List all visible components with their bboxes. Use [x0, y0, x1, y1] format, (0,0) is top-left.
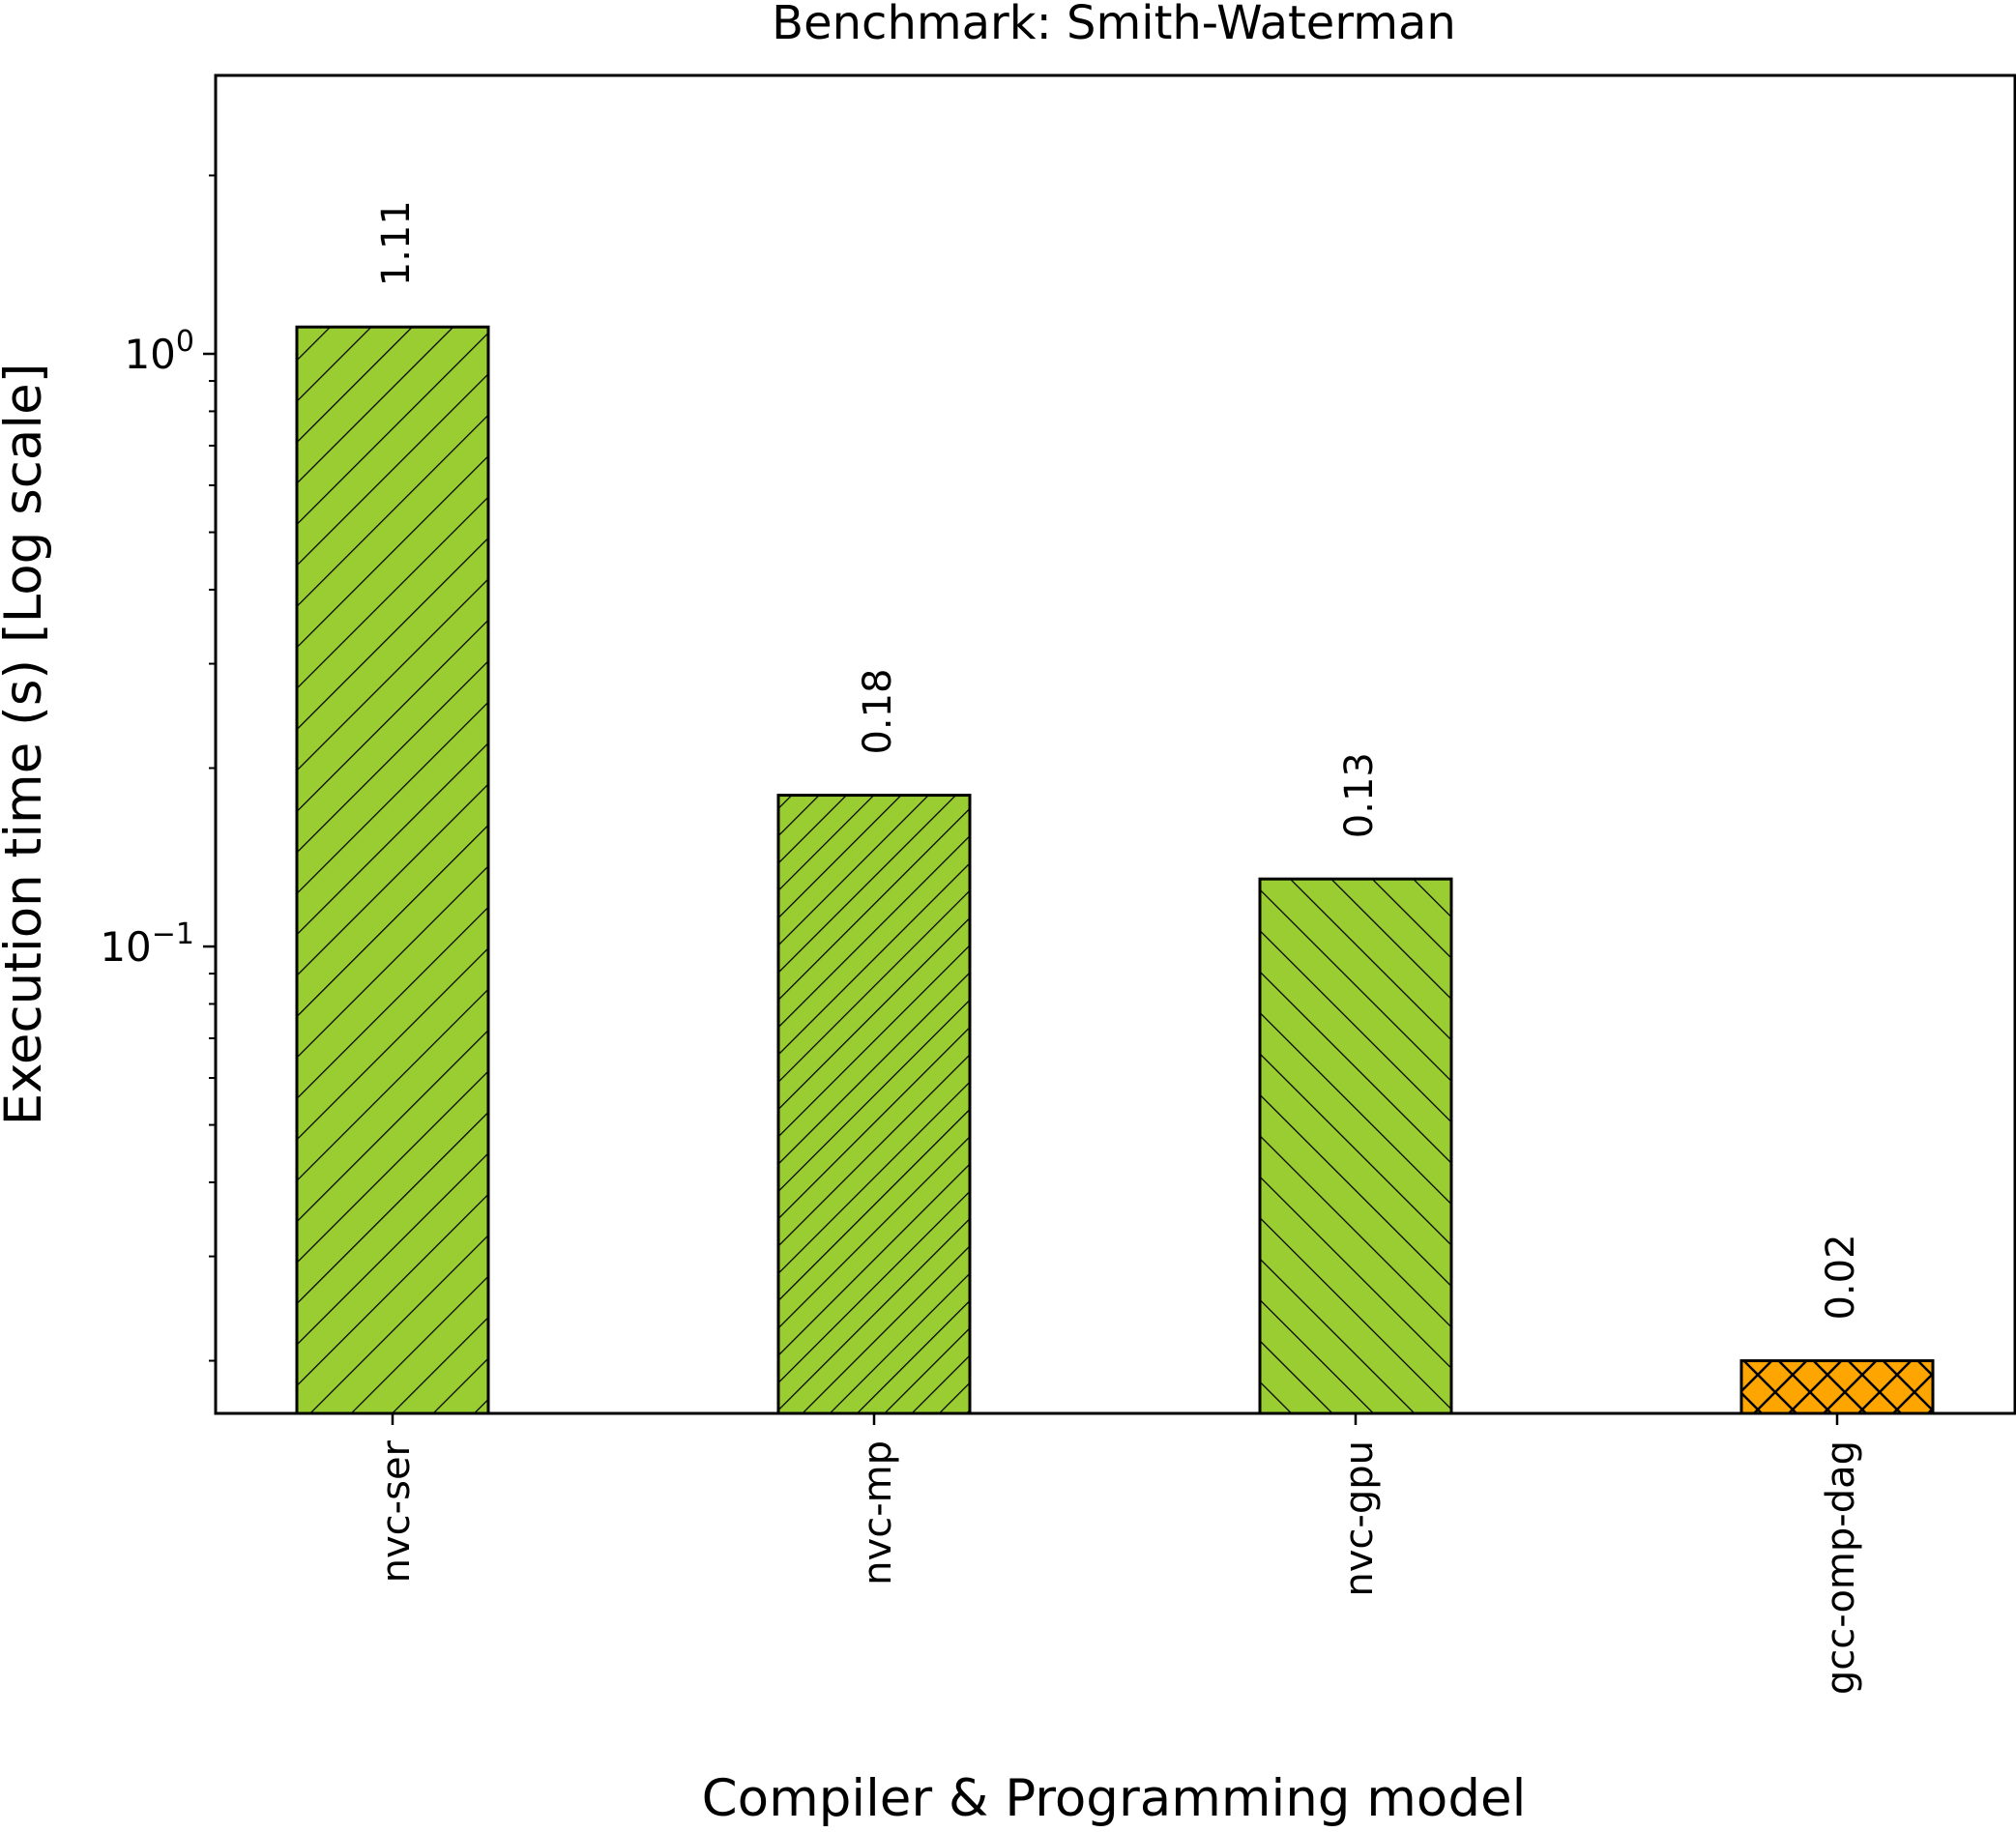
y-tick-label: 10−1: [100, 917, 194, 971]
plot-area-frame: [214, 73, 2016, 1415]
data-label: 0.13: [1337, 752, 1382, 838]
bar-nvc-gpu: [1258, 877, 1453, 1415]
x-tick-label: nvc-gpu: [1337, 1440, 1382, 1597]
data-label: 0.18: [856, 668, 900, 754]
y-tick-label: 100: [124, 325, 194, 378]
x-tick-label: nvc-ser: [374, 1439, 419, 1583]
bar-hatch: [1258, 877, 1453, 1415]
x-axis: nvc-ser nvc-mp nvc-gpu gcc-omp-dag: [374, 1413, 1863, 1695]
chart-title: Benchmark: Smith-Waterman: [772, 0, 1456, 50]
x-tick-label: gcc-omp-dag: [1819, 1440, 1863, 1695]
x-tick-label: nvc-mp: [856, 1440, 900, 1585]
value-labels-layer: 1.11 0.18 0.13 0.02: [374, 200, 1863, 1320]
bar-nvc-mp: [776, 794, 972, 1415]
y-axis-label: Execution time (s) [Log scale]: [0, 363, 53, 1126]
y-axis: 100 10−1: [100, 174, 216, 1362]
data-label: 0.02: [1819, 1234, 1863, 1320]
x-axis-label: Compiler & Programming model: [702, 1769, 1527, 1828]
bar-hatch: [776, 794, 972, 1415]
bar-hatch: [1739, 1359, 1935, 1415]
bars-layer: [295, 325, 1935, 1415]
bar-nvc-ser: [295, 325, 490, 1415]
bar-hatch: [295, 325, 490, 1415]
bar-gcc-omp-dag: [1739, 1359, 1935, 1415]
data-label: 1.11: [374, 200, 419, 286]
